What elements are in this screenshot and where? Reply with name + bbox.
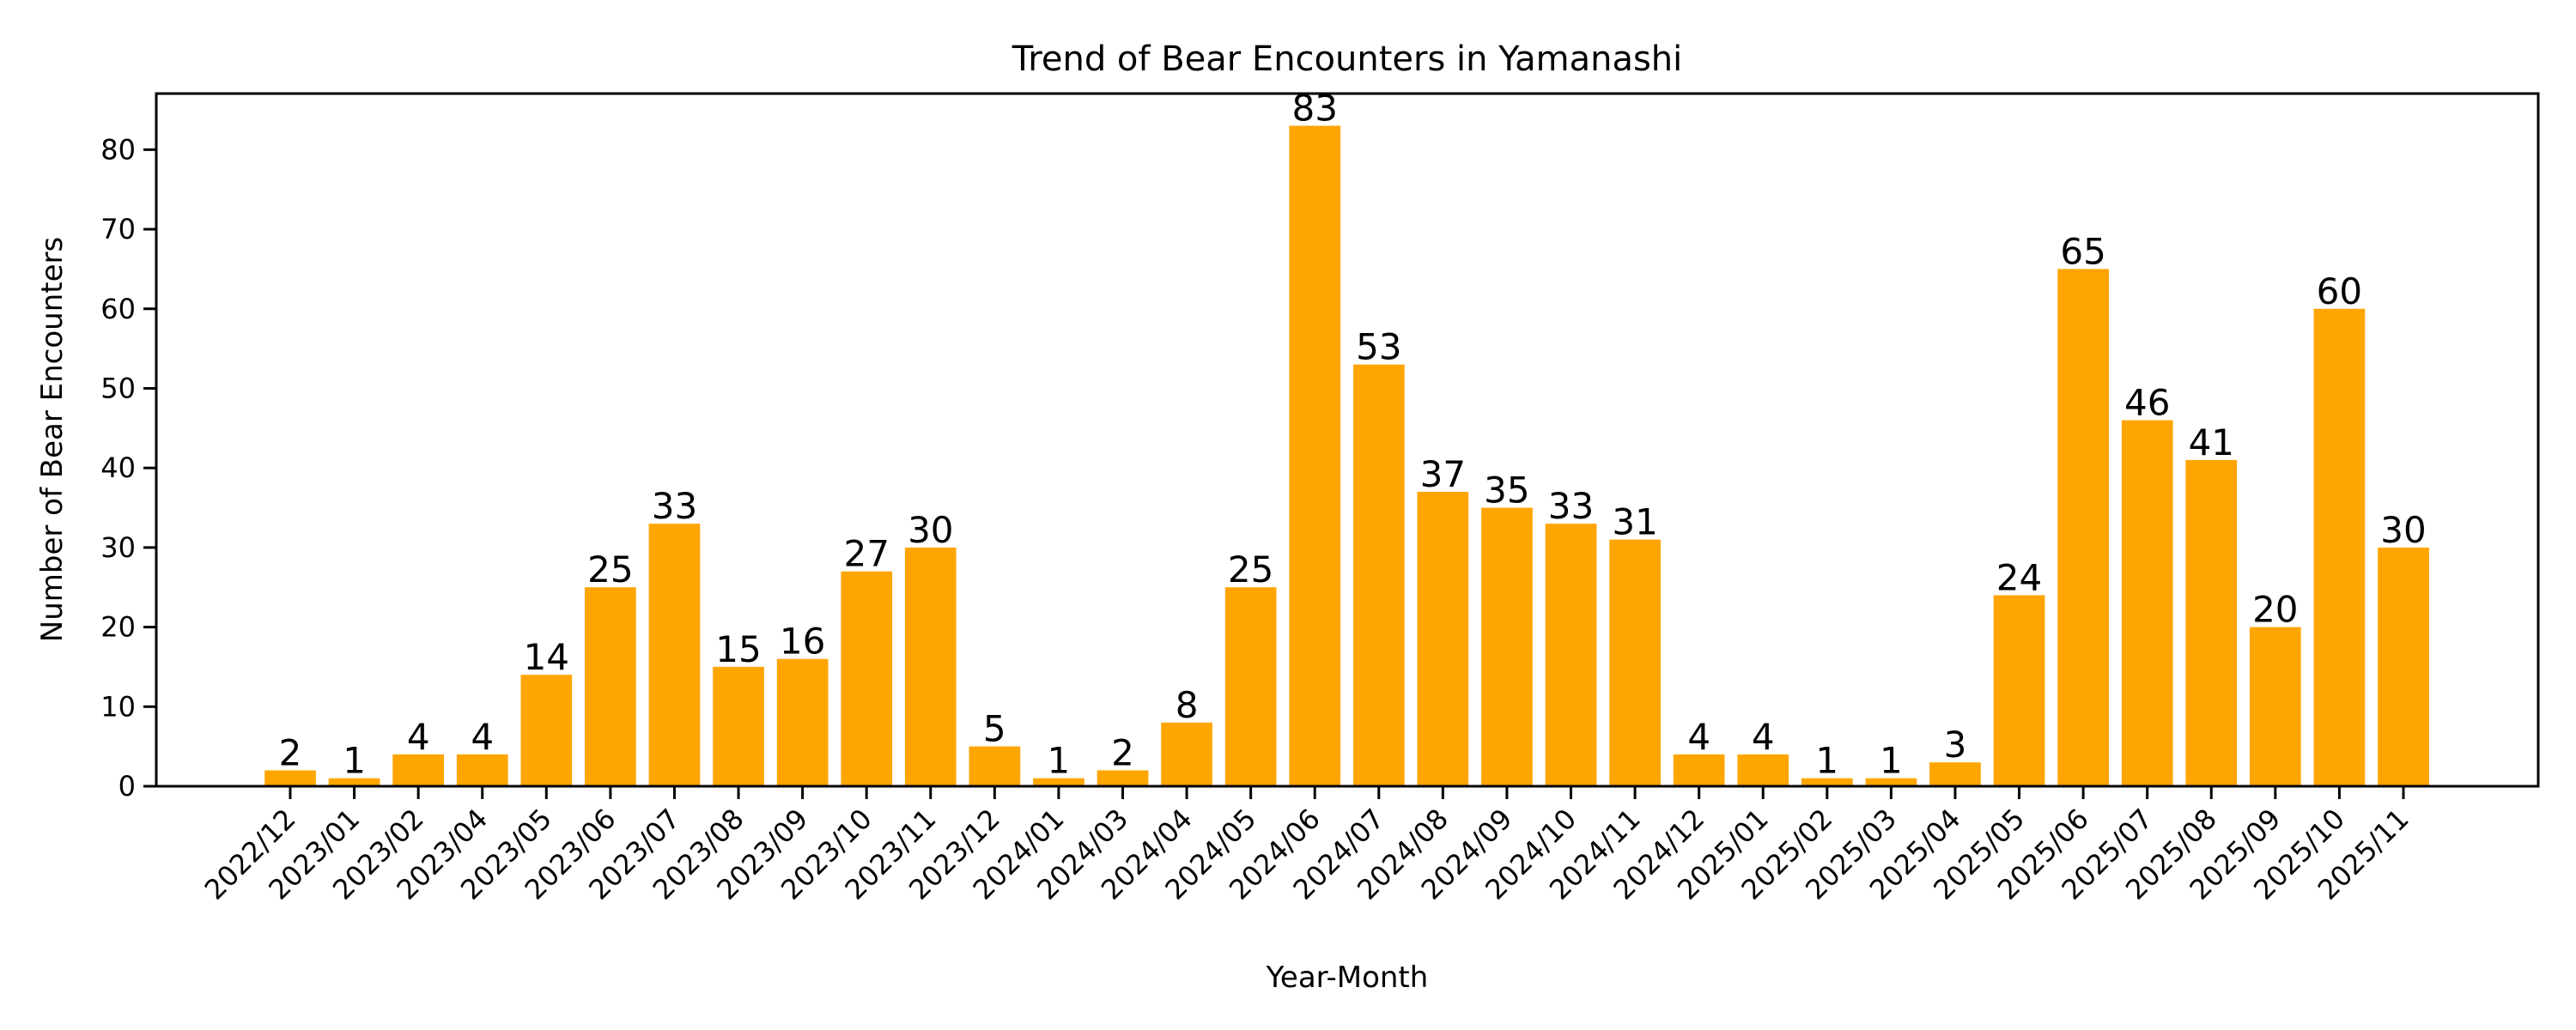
bar-2023/06 [585, 587, 636, 786]
bar-value-label: 5 [983, 708, 1006, 750]
y-tick-label: 80 [100, 133, 136, 166]
bar-2025/09 [2250, 627, 2301, 786]
y-tick-label: 10 [100, 690, 136, 723]
bar-value-label: 30 [2380, 509, 2426, 551]
bar-value-label: 30 [908, 509, 953, 551]
bar-2024/07 [1353, 364, 1405, 786]
bar-2024/03 [1097, 770, 1149, 786]
bar-2025/03 [1865, 778, 1917, 786]
bar-2024/06 [1289, 125, 1341, 786]
bar-2023/05 [520, 675, 573, 786]
y-tick-label: 30 [100, 531, 136, 564]
bar-value-label: 1 [1815, 740, 1838, 782]
y-tick-label: 20 [100, 611, 136, 644]
bar-2025/08 [2185, 459, 2238, 786]
bar-value-label: 20 [2252, 589, 2298, 631]
bar-2025/07 [2121, 420, 2173, 786]
bar-value-label: 37 [1420, 453, 1466, 495]
bar-2023/11 [904, 547, 957, 786]
bar-2024/12 [1673, 754, 1725, 786]
bar-value-label: 4 [1752, 716, 1775, 758]
bar-2025/06 [2057, 269, 2109, 786]
bar-value-label: 41 [2189, 421, 2234, 464]
bar-value-label: 33 [1548, 485, 1594, 527]
bar-2023/12 [969, 746, 1021, 786]
bar-2024/05 [1224, 587, 1277, 786]
bar-2024/11 [1609, 539, 1661, 786]
bar-2024/08 [1417, 492, 1469, 786]
bar-value-label: 14 [524, 636, 569, 678]
bar-2022/12 [264, 770, 316, 786]
bar-value-label: 4 [1687, 716, 1710, 758]
bar-value-label: 35 [1484, 470, 1529, 512]
axes-frame [155, 92, 2540, 788]
bar-2025/10 [2313, 308, 2366, 786]
chart-title: Trend of Bear Encounters in Yamanashi [1012, 39, 1683, 79]
bar-2024/01 [1033, 778, 1084, 786]
bar-value-label: 25 [1228, 548, 1273, 591]
bar-value-label: 33 [652, 485, 697, 527]
y-tick-label: 0 [118, 770, 136, 803]
bar-2025/04 [1929, 762, 1981, 786]
bar-value-label: 46 [2124, 382, 2170, 424]
bar-value-label: 1 [343, 740, 366, 782]
bar-value-label: 15 [715, 628, 761, 670]
bars-group [264, 125, 2429, 786]
x-axis-label: Year-Month [1266, 960, 1429, 995]
bar-2023/01 [328, 778, 380, 786]
y-tick-label: 50 [100, 373, 136, 405]
bar-2025/02 [1801, 778, 1853, 786]
bar-value-label: 8 [1176, 684, 1199, 726]
bar-2024/04 [1161, 722, 1212, 786]
bar-2025/01 [1737, 754, 1789, 786]
bar-2025/11 [2378, 547, 2429, 786]
bar-value-label: 4 [407, 716, 430, 758]
bar-value-label: 53 [1356, 326, 1401, 368]
bar-value-label: 27 [843, 533, 889, 575]
y-axis-label: Number of Bear Encounters [35, 237, 70, 642]
bar-value-label: 65 [2060, 230, 2105, 272]
bar-2025/05 [1993, 595, 2045, 786]
bar-value-label: 1 [1880, 740, 1903, 782]
bar-2023/09 [776, 658, 829, 786]
y-tick-label: 60 [100, 293, 136, 325]
bar-value-label: 3 [1944, 724, 1967, 766]
bar-2024/10 [1545, 524, 1597, 786]
x-axis-ticks: 2022/122023/012023/022023/042023/052023/… [198, 786, 2415, 906]
bar-2023/08 [713, 666, 764, 786]
bar-value-label: 60 [2317, 270, 2362, 312]
bar-2023/02 [392, 754, 444, 786]
bar-value-label: 4 [471, 716, 494, 758]
y-tick-label: 70 [100, 213, 136, 245]
bar-value-label: 2 [1111, 732, 1134, 774]
bar-value-label: 1 [1048, 740, 1071, 782]
bar-2023/04 [456, 754, 508, 786]
bar-value-label: 16 [780, 621, 825, 663]
bar-value-label: 2 [279, 732, 302, 774]
y-tick-label: 40 [100, 451, 136, 484]
bar-value-label: 31 [1612, 501, 1657, 543]
bar-value-label: 25 [587, 548, 633, 591]
bar-value-label: 24 [1996, 557, 2042, 599]
y-axis-ticks: 0 10 20 30 40 50 60 70 80 [100, 133, 156, 803]
bar-2023/07 [648, 524, 701, 786]
bar-2024/09 [1481, 507, 1533, 786]
bar-2023/10 [841, 571, 893, 786]
